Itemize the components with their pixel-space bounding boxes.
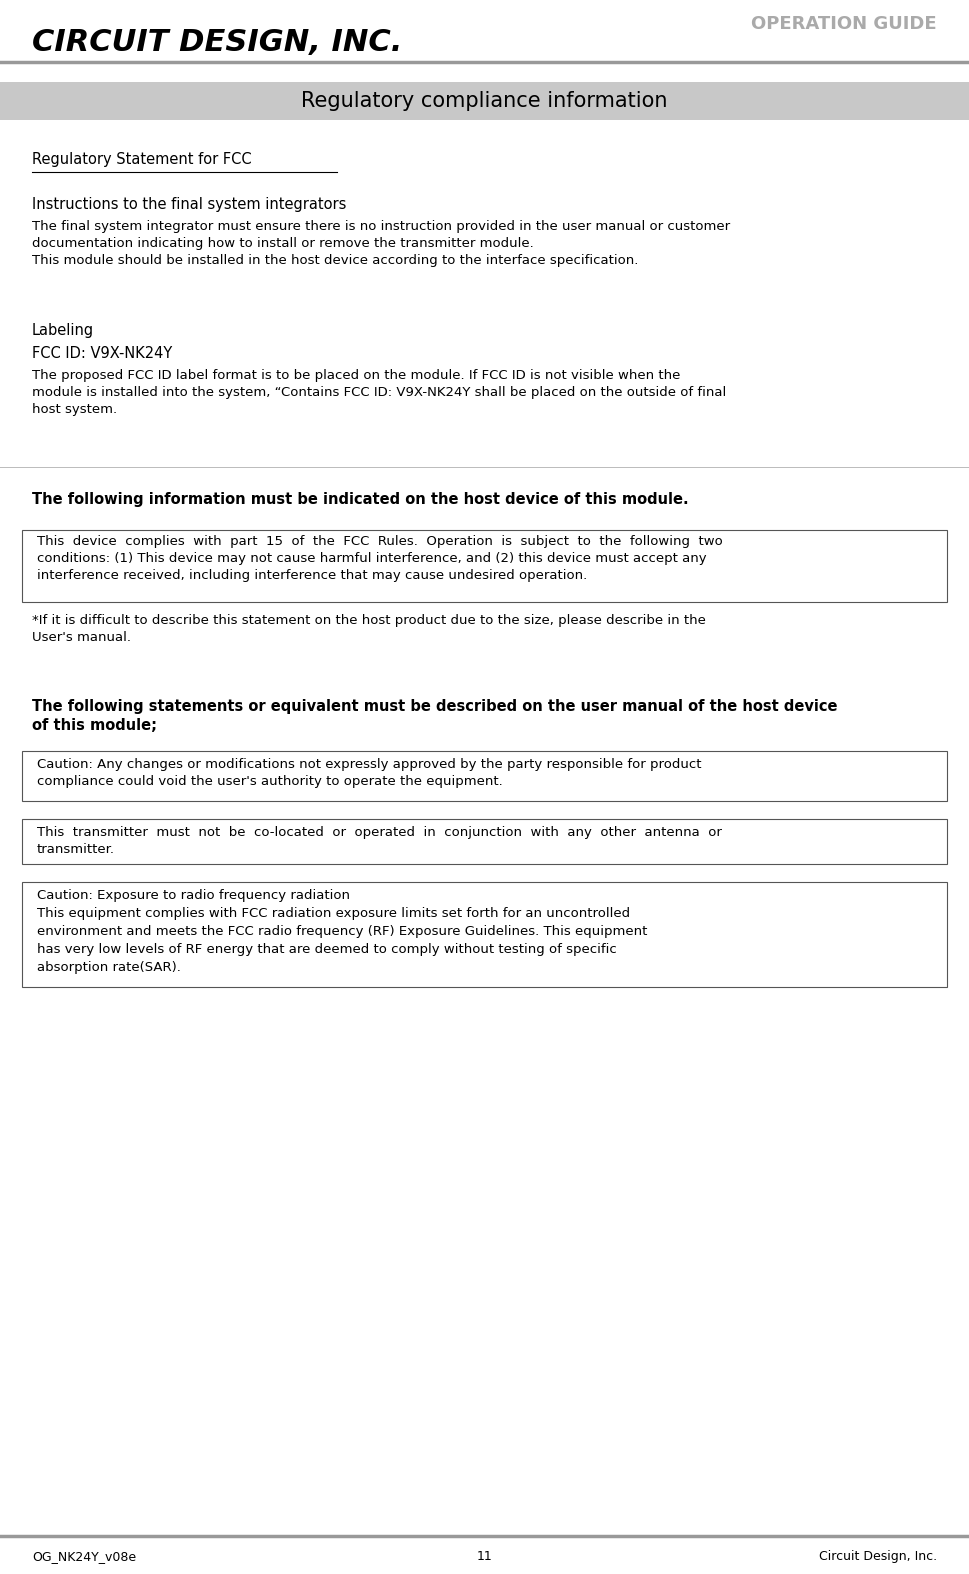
Text: The proposed FCC ID label format is to be placed on the module. If FCC ID is not: The proposed FCC ID label format is to b…: [32, 368, 726, 416]
Text: OG_NK24Y_v08e: OG_NK24Y_v08e: [32, 1550, 136, 1563]
Text: The following information must be indicated on the host device of this module.: The following information must be indica…: [32, 493, 689, 507]
Text: Circuit Design, Inc.: Circuit Design, Inc.: [819, 1550, 937, 1563]
FancyBboxPatch shape: [22, 751, 947, 801]
Text: This  device  complies  with  part  15  of  the  FCC  Rules.  Operation  is  sub: This device complies with part 15 of the…: [37, 535, 723, 582]
Text: 11: 11: [477, 1550, 492, 1563]
FancyBboxPatch shape: [22, 818, 947, 864]
Text: Caution: Any changes or modifications not expressly approved by the party respon: Caution: Any changes or modifications no…: [37, 759, 702, 789]
Text: OPERATION GUIDE: OPERATION GUIDE: [751, 16, 937, 33]
Text: FCC ID: V9X-NK24Y: FCC ID: V9X-NK24Y: [32, 346, 172, 360]
FancyBboxPatch shape: [22, 530, 947, 601]
FancyBboxPatch shape: [22, 881, 947, 987]
Text: Caution: Exposure to radio frequency radiation
This equipment complies with FCC : Caution: Exposure to radio frequency rad…: [37, 889, 647, 974]
Text: The final system integrator must ensure there is no instruction provided in the : The final system integrator must ensure …: [32, 220, 730, 268]
Text: *If it is difficult to describe this statement on the host product due to the si: *If it is difficult to describe this sta…: [32, 614, 705, 644]
FancyBboxPatch shape: [0, 82, 969, 120]
Text: This  transmitter  must  not  be  co-located  or  operated  in  conjunction  wit: This transmitter must not be co-located …: [37, 826, 722, 856]
Text: The following statements or equivalent must be described on the user manual of t: The following statements or equivalent m…: [32, 699, 837, 733]
Text: Regulatory Statement for FCC: Regulatory Statement for FCC: [32, 153, 252, 167]
Text: CIRCUIT DESIGN, INC.: CIRCUIT DESIGN, INC.: [32, 28, 402, 57]
Text: Labeling: Labeling: [32, 323, 94, 338]
Text: Regulatory compliance information: Regulatory compliance information: [301, 91, 668, 112]
Text: Instructions to the final system integrators: Instructions to the final system integra…: [32, 197, 346, 212]
